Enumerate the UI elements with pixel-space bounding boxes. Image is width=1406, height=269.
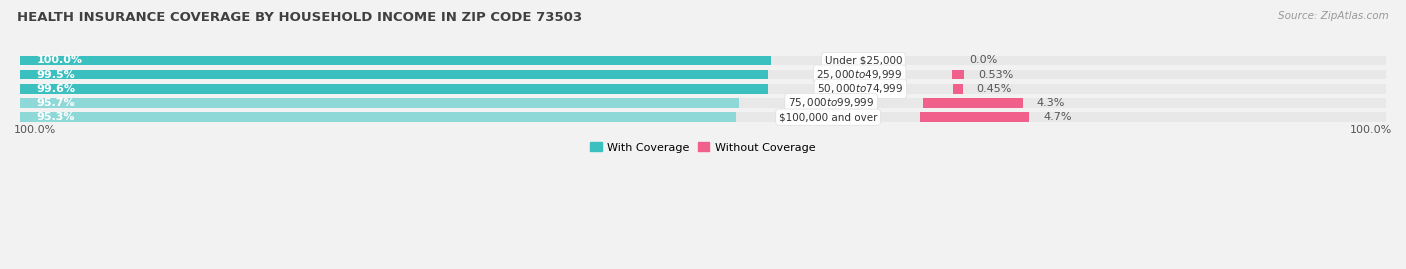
Bar	[21, 56, 1385, 65]
Text: $75,000 to $99,999: $75,000 to $99,999	[787, 97, 875, 109]
Bar	[21, 84, 768, 94]
Text: 0.0%: 0.0%	[969, 55, 997, 65]
Bar	[952, 84, 963, 94]
Text: 4.3%: 4.3%	[1036, 98, 1066, 108]
Bar	[21, 112, 735, 122]
Text: 0.45%: 0.45%	[977, 84, 1012, 94]
Text: 95.3%: 95.3%	[37, 112, 76, 122]
Bar	[952, 70, 965, 79]
Text: 99.5%: 99.5%	[37, 70, 76, 80]
Text: Source: ZipAtlas.com: Source: ZipAtlas.com	[1278, 11, 1389, 21]
Text: $100,000 and over: $100,000 and over	[779, 112, 877, 122]
Bar	[921, 112, 1029, 122]
Text: HEALTH INSURANCE COVERAGE BY HOUSEHOLD INCOME IN ZIP CODE 73503: HEALTH INSURANCE COVERAGE BY HOUSEHOLD I…	[17, 11, 582, 24]
Bar	[21, 98, 1385, 108]
Bar	[21, 70, 1385, 79]
Bar	[21, 112, 1385, 122]
Bar	[21, 84, 1385, 94]
Text: 99.6%: 99.6%	[37, 84, 76, 94]
Text: $25,000 to $49,999: $25,000 to $49,999	[817, 68, 903, 81]
Legend: With Coverage, Without Coverage: With Coverage, Without Coverage	[586, 138, 820, 157]
Text: 100.0%: 100.0%	[37, 55, 83, 65]
Text: $50,000 to $74,999: $50,000 to $74,999	[817, 82, 904, 95]
Bar	[924, 98, 1024, 108]
Text: 4.7%: 4.7%	[1043, 112, 1071, 122]
Bar	[21, 56, 772, 65]
Bar	[21, 98, 740, 108]
Text: Under $25,000: Under $25,000	[825, 55, 903, 65]
Text: 95.7%: 95.7%	[37, 98, 76, 108]
Bar	[21, 70, 768, 79]
Text: 100.0%: 100.0%	[1350, 125, 1392, 135]
Text: 0.53%: 0.53%	[977, 70, 1012, 80]
Text: 100.0%: 100.0%	[14, 125, 56, 135]
